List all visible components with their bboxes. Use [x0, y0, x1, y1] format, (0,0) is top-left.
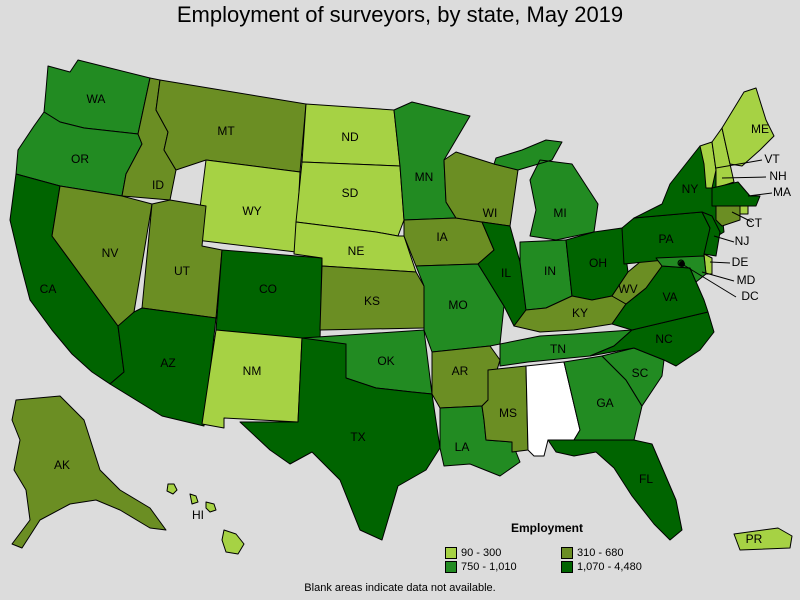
state-label-ky: KY: [572, 306, 588, 320]
state-pr: [733, 527, 793, 551]
state-label-dc: DC: [741, 289, 759, 303]
state-label-nm: NM: [243, 364, 262, 378]
state-ia: [403, 217, 495, 267]
state-label-ca: CA: [40, 282, 57, 296]
state-label-in: IN: [544, 264, 556, 278]
state-label-de: DE: [732, 255, 749, 269]
leader-line: [713, 235, 735, 243]
state-nm: [201, 329, 303, 429]
leader-line: [731, 211, 753, 223]
legend-swatch-2: [561, 547, 573, 559]
state-label-ne: NE: [348, 244, 365, 258]
state-ak: [11, 395, 167, 549]
state-label-id: ID: [152, 178, 164, 192]
state-il: [477, 221, 527, 327]
state-label-ks: KS: [364, 294, 380, 308]
state-label-pr: PR: [746, 532, 763, 546]
state-hi: [166, 483, 245, 555]
data-note: Blank areas indicate data not available.: [304, 582, 496, 594]
states-layer: [9, 59, 793, 555]
state-label-ms: MS: [499, 406, 517, 420]
state-label-vt: VT: [764, 152, 780, 166]
state-label-ct: CT: [746, 216, 763, 230]
state-label-mn: MN: [415, 170, 434, 184]
state-label-ma: MA: [773, 185, 791, 199]
state-labels: WA OR CA ID NV MT WY UT AZ CO NM ND SD NE KS OK TX MN IA MO…: [40, 92, 791, 546]
state-label-il: IL: [501, 266, 511, 280]
state-label-co: CO: [259, 282, 277, 296]
state-label-ar: AR: [452, 364, 469, 378]
leader-line: [715, 159, 763, 169]
state-label-wa: WA: [87, 92, 106, 106]
map-title: Employment of surveyors, by state, May 2…: [176, 2, 624, 27]
state-label-sd: SD: [342, 186, 359, 200]
state-label-mo: MO: [448, 298, 467, 312]
leader-line: [747, 192, 773, 197]
leader-lines: [681, 159, 773, 298]
state-label-nd: ND: [341, 130, 359, 144]
state-label-sc: SC: [632, 366, 649, 380]
state-label-nc: NC: [655, 332, 673, 346]
state-label-or: OR: [71, 152, 89, 166]
state-label-md: MD: [737, 273, 756, 287]
dc-marker: [679, 261, 685, 267]
legend-label-1: 90 - 300: [461, 547, 502, 559]
leader-line: [721, 176, 767, 179]
legend: Employment 90 - 300 310 - 680 750 - 1,01…: [443, 518, 673, 580]
leader-line: [709, 261, 731, 264]
state-label-nh: NH: [769, 169, 786, 183]
legend-item-3: 750 - 1,010: [445, 561, 517, 573]
state-label-ak: AK: [54, 458, 70, 472]
state-label-mi: MI: [553, 206, 566, 220]
state-label-ia: IA: [436, 230, 447, 244]
legend-swatch-1: [445, 547, 457, 559]
state-label-tx: TX: [350, 430, 365, 444]
legend-label-4: 1,070 - 4,480: [577, 561, 642, 573]
state-label-wy: WY: [242, 204, 261, 218]
state-label-wv: WV: [618, 282, 637, 296]
state-nj: [701, 211, 721, 257]
state-label-tn: TN: [550, 342, 566, 356]
state-ct: [715, 205, 741, 227]
legend-item-4: 1,070 - 4,480: [561, 561, 642, 573]
state-label-va: VA: [662, 290, 677, 304]
state-label-nj: NJ: [735, 234, 750, 248]
state-label-pa: PA: [658, 232, 673, 246]
state-label-ut: UT: [174, 264, 191, 278]
legend-label-3: 750 - 1,010: [461, 561, 517, 573]
state-ma: [711, 181, 761, 207]
state-md: [655, 255, 707, 283]
state-label-me: ME: [751, 122, 769, 136]
state-label-ga: GA: [596, 396, 613, 410]
state-ri: [739, 205, 749, 215]
legend-swatch-3: [445, 561, 457, 573]
leader-line: [681, 263, 737, 298]
state-label-fl: FL: [639, 472, 653, 486]
state-label-ny: NY: [682, 182, 699, 196]
state-label-hi: HI: [192, 508, 204, 522]
state-tx: [239, 337, 441, 541]
state-label-az: AZ: [160, 356, 175, 370]
state-label-wi: WI: [483, 206, 498, 220]
state-label-oh: OH: [589, 256, 607, 270]
legend-title: Employment: [511, 521, 584, 535]
state-label-ok: OK: [377, 354, 394, 368]
legend-swatch-4: [561, 561, 573, 573]
legend-item-1: 90 - 300: [445, 547, 501, 559]
state-label-mt: MT: [217, 124, 235, 138]
state-label-la: LA: [455, 440, 470, 454]
state-fl: [547, 439, 683, 541]
leader-line: [701, 271, 735, 282]
legend-item-2: 310 - 680: [561, 547, 623, 559]
legend-label-2: 310 - 680: [577, 547, 624, 559]
state-label-nv: NV: [102, 246, 119, 260]
